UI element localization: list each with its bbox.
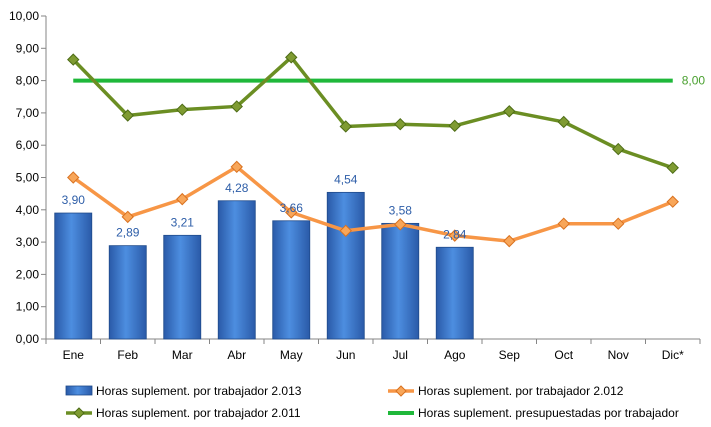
bar xyxy=(54,212,93,340)
bar xyxy=(272,220,311,340)
legend-item: Horas suplement. presupuestadas por trab… xyxy=(388,406,679,420)
point-2011 xyxy=(503,105,516,118)
bar xyxy=(381,222,420,340)
line-2012 xyxy=(72,165,674,243)
point-2011 xyxy=(230,100,243,113)
bar-data-label: 3,66 xyxy=(280,201,304,215)
point-2012 xyxy=(67,171,80,184)
point-2011 xyxy=(339,120,352,133)
point-2012 xyxy=(121,210,134,224)
y-tick-label: 3,00 xyxy=(16,235,40,249)
bar-data-label: 2,89 xyxy=(116,226,140,240)
bar-data-label: 2,84 xyxy=(443,227,467,241)
point-2012 xyxy=(339,224,352,238)
point-2012 xyxy=(230,160,243,174)
bar xyxy=(326,191,365,340)
legend: Horas suplement. por trabajador 2.013 Hor… xyxy=(65,384,679,420)
legend-label: Horas suplement. por trabajador 2.012 xyxy=(418,384,624,398)
y-tick-label: 1,00 xyxy=(16,300,40,314)
legend-item: Horas suplement. por trabajador 2.012 xyxy=(388,384,624,398)
point-2011 xyxy=(176,103,189,116)
point-2012 xyxy=(394,218,407,231)
point-2011 xyxy=(612,142,625,156)
legend-item: Horas suplement. por trabajador 2.011 xyxy=(66,406,301,420)
x-tick-label: Jun xyxy=(336,348,355,362)
bar-series-2013 xyxy=(54,191,474,340)
point-2011 xyxy=(448,119,461,133)
data-labels: 3,90 2,89 3,21 4,28 3,66 4,54 3,58 2,84 8,00 xyxy=(62,74,706,242)
x-tick-label: Nov xyxy=(608,348,629,362)
point-2012 xyxy=(448,229,461,242)
x-tick-label: Jul xyxy=(393,348,408,362)
line-2011 xyxy=(71,55,674,170)
point-2012 xyxy=(557,217,570,230)
legend-label: Horas suplement. por trabajador 2.011 xyxy=(96,406,301,420)
y-tick-label: 2,00 xyxy=(16,267,40,281)
y-tick-label: 5,00 xyxy=(16,171,40,185)
x-tick-label: Oct xyxy=(554,348,573,362)
bar-data-label: 3,58 xyxy=(389,203,413,217)
y-tick-label: 8,00 xyxy=(16,74,40,88)
legend-label: Horas suplement. por trabajador 2.013 xyxy=(96,384,302,398)
point-2011 xyxy=(67,53,80,66)
x-tick-label: Mar xyxy=(172,348,193,362)
point-2011 xyxy=(666,161,679,175)
point-2011 xyxy=(121,109,134,122)
point-2012 xyxy=(285,206,298,219)
x-tick-label: Abr xyxy=(227,348,246,362)
bar-data-label: 3,90 xyxy=(62,193,86,207)
bar xyxy=(163,234,202,340)
point-2012 xyxy=(612,217,625,230)
x-tick-label: Ago xyxy=(444,348,466,362)
bar xyxy=(435,246,474,340)
x-tick-label: Feb xyxy=(117,348,138,362)
bar xyxy=(217,200,256,340)
point-2012 xyxy=(666,195,679,208)
y-tick-label: 10,00 xyxy=(9,9,39,23)
x-tick-label: May xyxy=(280,348,303,362)
y-tick-label: 9,00 xyxy=(16,41,40,55)
legend-label: Horas suplement. presupuestadas por trab… xyxy=(418,406,679,420)
bar-data-label: 4,28 xyxy=(225,181,249,195)
x-tick-label: Ene xyxy=(63,348,85,362)
point-2011 xyxy=(557,115,570,129)
point-2011 xyxy=(285,51,298,64)
legend-swatch-bar xyxy=(65,385,93,396)
bar xyxy=(108,245,147,340)
budget-end-label: 8,00 xyxy=(682,74,706,88)
x-tick-label: Sep xyxy=(499,348,521,362)
bar-data-label: 3,21 xyxy=(171,215,195,229)
line-series xyxy=(67,51,679,248)
y-tick-label: 7,00 xyxy=(16,106,40,120)
legend-swatch-marker xyxy=(395,385,407,397)
y-tick-label: 6,00 xyxy=(16,138,40,152)
point-2012 xyxy=(176,192,189,206)
bar-data-label: 4,54 xyxy=(334,172,358,186)
y-tick-label: 0,00 xyxy=(16,332,40,346)
point-2011 xyxy=(394,117,407,131)
axes: 0,00 1,00 2,00 3,00 4,00 5,00 6,00 7,00 8,00 9,00… xyxy=(9,9,701,362)
point-2012 xyxy=(503,234,516,248)
x-tick-label: Dic* xyxy=(662,348,684,362)
legend-swatch-marker xyxy=(73,407,85,419)
legend-item: Horas suplement. por trabajador 2.013 xyxy=(65,384,302,398)
y-tick-label: 4,00 xyxy=(16,203,40,217)
